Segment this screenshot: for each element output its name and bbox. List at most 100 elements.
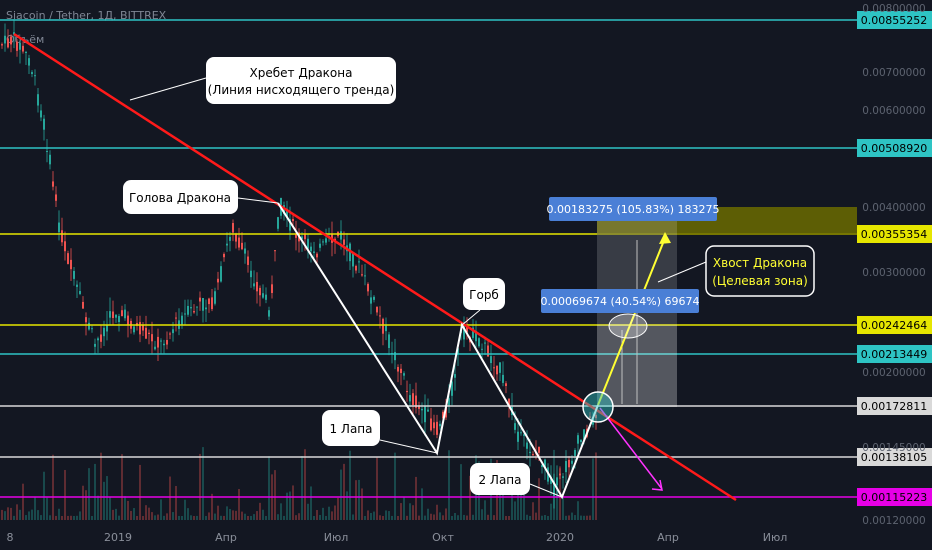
candle-body xyxy=(484,342,486,344)
candle-body xyxy=(187,305,189,315)
volume-bar xyxy=(301,455,303,520)
volume-bar xyxy=(181,515,183,520)
ridge-pointer xyxy=(129,77,207,101)
volume-bar xyxy=(568,515,570,520)
candle-body xyxy=(454,374,456,378)
volume-bar xyxy=(118,515,120,520)
volume-bar xyxy=(394,452,396,520)
volume-bar xyxy=(34,497,36,520)
volume-bar xyxy=(325,515,327,520)
volume-bar xyxy=(46,497,48,520)
candle-body xyxy=(67,253,69,264)
candle-body xyxy=(55,194,57,201)
volume-bar xyxy=(280,503,282,520)
candle-body xyxy=(406,390,408,393)
candle-body xyxy=(424,406,426,423)
candle-body xyxy=(430,418,432,431)
volume-bar xyxy=(136,515,138,520)
volume-bar xyxy=(580,515,582,520)
candle-body xyxy=(514,423,516,430)
volume-bar xyxy=(76,515,78,520)
volume-bar xyxy=(433,514,435,520)
candle-body xyxy=(568,459,570,468)
svg-text:0.00069674 (40.54%) 69674: 0.00069674 (40.54%) 69674 xyxy=(541,295,700,308)
candle-body xyxy=(208,298,210,305)
volume-bar xyxy=(379,515,381,520)
price-axis: 0.00800000 0.00700000 0.00600000 0.00400000… xyxy=(862,3,925,527)
volume-bar xyxy=(241,511,243,520)
projection-arrowhead xyxy=(651,479,663,491)
head-text: Голова Дракона xyxy=(129,191,231,205)
tail-line1: Хвост Дракона xyxy=(713,256,807,270)
candle-body xyxy=(352,253,354,267)
paw2-text: 2 Лапа xyxy=(478,473,521,487)
level-value: 0.00355354 xyxy=(861,228,927,241)
callout-dragon-head[interactable]: Голова Дракона xyxy=(123,180,238,214)
volume-bar xyxy=(163,515,165,520)
volume-bar xyxy=(550,503,552,520)
candle-body xyxy=(4,35,6,44)
callout-dragon-tail[interactable]: Хвост Дракона (Целевая зона) xyxy=(705,245,815,297)
x-tick-label: 2020 xyxy=(546,531,574,544)
callout-hump[interactable]: Горб xyxy=(463,278,505,310)
volume-bar xyxy=(448,450,450,520)
volume-bar xyxy=(532,502,534,520)
candle-body xyxy=(583,429,585,440)
candle-body xyxy=(505,383,507,386)
volume-bar xyxy=(382,515,384,520)
candle-body xyxy=(313,251,315,254)
volume-bar xyxy=(19,509,21,520)
x-tick-label: 2019 xyxy=(104,531,132,544)
dragon-pattern[interactable] xyxy=(277,202,599,500)
candle-body xyxy=(271,284,273,294)
candle-body xyxy=(508,398,510,406)
volume-bar xyxy=(91,515,93,520)
callout-paw1[interactable]: 1 Лапа xyxy=(322,410,380,446)
volume-bar xyxy=(493,515,495,520)
volume-bar xyxy=(265,516,267,520)
candle-body xyxy=(478,338,480,347)
volume-bar xyxy=(184,499,186,520)
horizontal-levels: 0.00855252 0.00508920 0.00355354 0.00242464… xyxy=(0,11,932,506)
candle-body xyxy=(169,333,171,335)
candle-body xyxy=(64,241,66,252)
candle-body xyxy=(556,477,558,486)
measure-label-upper: 0.00183275 (105.83%) 183275 xyxy=(547,197,720,221)
volume-bar xyxy=(247,515,249,520)
y-tick-label: 0.00800000 xyxy=(862,3,925,15)
chart-title: Siacoin / Tether, 1Д, BITTREX xyxy=(6,9,167,22)
callout-paw2[interactable]: 2 Лапа xyxy=(470,463,530,495)
y-tick-label: 0.00200000 xyxy=(862,367,925,379)
volume-bar xyxy=(397,515,399,520)
y-tick-label: 0.00600000 xyxy=(862,105,925,117)
volume-bar xyxy=(541,515,543,520)
candle-body xyxy=(364,275,366,277)
target-arrow-line[interactable] xyxy=(597,237,666,406)
candle-body xyxy=(571,460,573,464)
candle-body xyxy=(124,309,126,319)
candle-body xyxy=(490,356,492,364)
volume-bar xyxy=(79,511,81,520)
candle-body xyxy=(562,476,564,478)
volume-bar xyxy=(403,497,405,520)
candle-body xyxy=(385,325,387,332)
downtrend-line[interactable] xyxy=(13,32,737,502)
volume-bar xyxy=(556,486,558,520)
candle-body xyxy=(205,307,207,310)
candle-body xyxy=(349,243,351,262)
projection-arrow-line[interactable] xyxy=(599,407,663,490)
volume-bar xyxy=(337,497,339,520)
volume-bar xyxy=(520,485,522,520)
candle-body xyxy=(172,329,174,334)
candle-body xyxy=(22,45,24,52)
candle-body xyxy=(316,253,318,258)
volume-bar xyxy=(316,510,318,520)
x-tick-label: Апр xyxy=(215,531,237,544)
volume-bar xyxy=(187,508,189,520)
callout-dragon-ridge[interactable]: Хребет Дракона (Линия нисходящего тренда… xyxy=(206,57,396,104)
candle-body xyxy=(7,38,9,48)
candle-body xyxy=(463,322,465,340)
candle-body xyxy=(451,381,453,396)
level-value: 0.00855252 xyxy=(861,14,927,27)
